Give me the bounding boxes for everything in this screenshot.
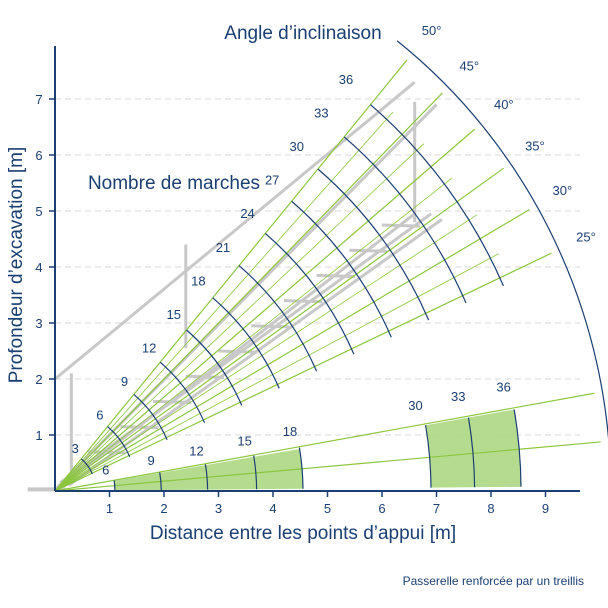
low-arc-6	[113, 480, 116, 491]
x-tick-label-5: 5	[324, 501, 331, 516]
step-arc-18	[212, 297, 280, 389]
step-arc-12	[159, 361, 206, 423]
step-label-21: 21	[216, 240, 230, 255]
stair-tread	[349, 248, 388, 253]
angle-label-45: 45°	[459, 58, 479, 73]
step-arc-3	[80, 458, 93, 475]
angle-ray-minor	[54, 214, 478, 492]
angle-ray-10	[54, 392, 595, 492]
low-arc-9	[159, 472, 162, 491]
step-arc-9	[133, 393, 168, 440]
low-label-30: 30	[408, 398, 422, 413]
y-tick-label-1: 1	[35, 428, 42, 443]
y-tick-label-3: 3	[35, 316, 42, 331]
step-label-3: 3	[72, 441, 79, 456]
low-arc-33	[467, 417, 476, 488]
angle-label-40: 40°	[494, 97, 514, 112]
stair-tread	[185, 374, 224, 379]
steps-annotation: Nombre de marches	[88, 173, 260, 194]
low-arc-12	[204, 464, 209, 490]
angle-ray-minor	[54, 143, 425, 492]
x-tick-label-4: 4	[269, 501, 276, 516]
low-arc-30	[425, 425, 432, 488]
low-label-36: 36	[496, 380, 510, 395]
step-label-12: 12	[142, 341, 156, 356]
angle-label-30: 30°	[553, 183, 573, 198]
x-tick-label-1: 1	[106, 501, 113, 516]
low-arc-18	[298, 447, 304, 489]
low-arc-36	[513, 409, 522, 487]
x-tick-label-7: 7	[433, 501, 440, 516]
y-axis-title: Profondeur d’excavation [m]	[6, 147, 27, 384]
x-tick-label-3: 3	[215, 501, 222, 516]
step-arc-24	[264, 232, 355, 355]
step-label-18: 18	[191, 273, 205, 288]
stair-illustration	[27, 81, 443, 493]
x-axis-title: Distance entre les points d’appui [m]	[150, 523, 456, 544]
low-label-33: 33	[451, 389, 465, 404]
angle-ray-minor	[54, 111, 394, 492]
grid-lines	[55, 98, 580, 436]
angle-ray-minor	[54, 177, 453, 492]
step-label-27: 27	[265, 173, 279, 188]
chart-labels: 50°45°40°35°30°25°10°5°36912151821242730…	[35, 23, 596, 516]
step-arc-27	[291, 200, 392, 338]
step-arc-15	[186, 329, 243, 406]
outer-arc	[396, 40, 608, 440]
chart-title: Angle d’inclinaison	[224, 23, 381, 44]
step-label-33: 33	[314, 106, 328, 121]
step-label-30: 30	[290, 139, 304, 154]
x-tick-label-9: 9	[542, 501, 549, 516]
stair-tread	[316, 273, 355, 279]
angle-label-50: 50°	[422, 23, 442, 38]
stair-rail	[54, 81, 416, 381]
x-tick-label-2: 2	[160, 501, 167, 516]
y-tick-label-6: 6	[35, 148, 42, 163]
axes	[49, 46, 580, 497]
step-label-15: 15	[166, 307, 180, 322]
green-band-high	[425, 409, 521, 488]
angle-rays	[54, 59, 601, 492]
angle-ray-30	[54, 209, 530, 492]
angle-ray-5	[54, 441, 601, 492]
low-label-15: 15	[237, 434, 251, 449]
green-bands	[114, 409, 521, 491]
low-label-9: 9	[148, 453, 155, 468]
angle-ray-35	[54, 167, 505, 492]
step-arc-6	[107, 426, 131, 458]
y-tick-label-7: 7	[35, 92, 42, 107]
y-tick-label-4: 4	[35, 260, 42, 275]
step-arc-36	[370, 104, 504, 287]
stair-tread	[381, 223, 421, 228]
low-label-12: 12	[189, 444, 203, 459]
angle-label-35: 35°	[525, 139, 545, 154]
step-label-24: 24	[240, 206, 254, 221]
step-arc-33	[343, 136, 467, 304]
y-tick-label-5: 5	[35, 204, 42, 219]
step-label-9: 9	[121, 374, 128, 389]
stair-tread	[283, 299, 323, 304]
step-arcs	[80, 40, 608, 491]
angle-ray-50	[54, 59, 408, 492]
y-tick-label-2: 2	[35, 372, 42, 387]
angle-ray-40	[54, 128, 475, 492]
step-arc-30	[317, 168, 430, 321]
x-tick-label-8: 8	[487, 501, 494, 516]
angle-ray-45	[54, 92, 443, 492]
low-label-18: 18	[283, 424, 297, 439]
angle-ray-minor	[54, 253, 499, 492]
stair-tread	[218, 349, 257, 354]
step-label-6: 6	[96, 408, 103, 423]
green-band-low	[114, 448, 303, 491]
angle-ray-25	[54, 252, 552, 492]
step-label-36: 36	[339, 72, 353, 87]
step-arc-21	[238, 265, 318, 372]
x-tick-label-6: 6	[378, 501, 385, 516]
low-label-6: 6	[102, 463, 109, 478]
angle-label-25: 25°	[576, 230, 596, 245]
low-arc-15	[253, 455, 258, 490]
footnote: Passerelle renforcée par un treillis	[403, 574, 584, 588]
